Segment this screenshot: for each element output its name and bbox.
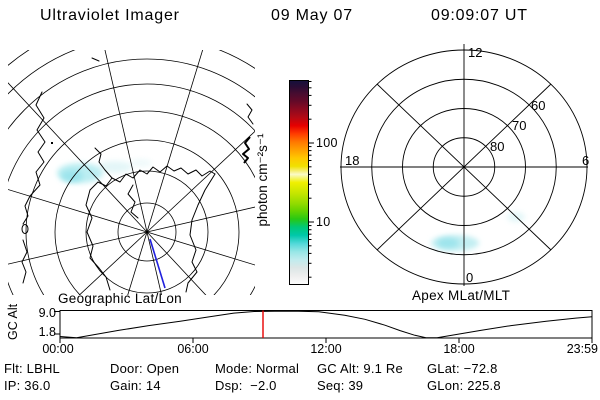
gc-alt-ylabel: GC Alt	[6, 303, 20, 340]
status-mode: Mode: Normal	[215, 361, 300, 376]
mlat-label-70: 70	[512, 118, 526, 133]
status-gain: Gain: 14	[110, 378, 161, 393]
mlt-label-18: 18	[345, 153, 359, 168]
gc-alt-panel: 9.0 1.8 GC Alt 00:00 06:00 12:00 18:00 2…	[6, 303, 598, 356]
apex-polar-plot: 12 18 6 0 60 70 80	[340, 44, 589, 286]
colorbar-tick-100: 100	[316, 136, 338, 150]
geographic-map	[8, 50, 255, 295]
gc-alt-plot-box	[59, 310, 593, 339]
gc-alt-curve	[59, 310, 593, 339]
mlt-spokes	[340, 44, 588, 286]
status-dsp: Dsp: −2.0	[215, 378, 277, 393]
apex-plot-caption: Apex MLat/MLT	[412, 288, 511, 303]
aurora-blob-apex	[431, 212, 525, 251]
aurora-blob-geo	[57, 159, 152, 183]
gc-alt-ytick-top: 9.0	[39, 306, 56, 320]
gc-alt-ytick-bottom: 1.8	[39, 325, 56, 339]
status-door: Door: Open	[110, 361, 180, 376]
app-title: Ultraviolet Imager	[40, 7, 180, 24]
time-label: 09:09:07 UT	[431, 7, 528, 24]
xtick-2359: 23:59	[567, 342, 598, 356]
spacecraft-track-line	[149, 238, 166, 289]
status-gcalt: GC Alt: 9.1 Re	[317, 361, 403, 376]
status-glon: GLon: 225.8	[427, 378, 501, 393]
colorbar-ticks	[308, 81, 314, 278]
latlon-grid	[8, 50, 255, 295]
xtick-0600: 06:00	[177, 342, 208, 356]
date-label: 09 May 07	[271, 7, 353, 24]
geo-map-caption: Geographic Lat/Lon	[58, 291, 182, 306]
xtick-1200: 12:00	[310, 342, 341, 356]
mlt-label-12: 12	[468, 45, 482, 60]
mlat-label-80: 80	[490, 139, 504, 154]
colorbar-unit-label: photon cm⁻²s⁻¹	[255, 133, 270, 227]
status-glat: GLat: −72.8	[427, 361, 498, 376]
mlat-label-60: 60	[531, 98, 545, 113]
mlt-label-0: 0	[466, 270, 473, 285]
mlt-label-6: 6	[582, 153, 589, 168]
colorbar	[289, 80, 309, 285]
status-flt: Flt: LBHL	[4, 361, 60, 376]
coastline	[21, 57, 254, 293]
status-ip: IP: 36.0	[4, 378, 51, 393]
xtick-0000: 00:00	[42, 342, 73, 356]
status-seq: Seq: 39	[317, 378, 364, 393]
colorbar-tick-10: 10	[316, 215, 331, 229]
xtick-1800: 18:00	[443, 342, 474, 356]
